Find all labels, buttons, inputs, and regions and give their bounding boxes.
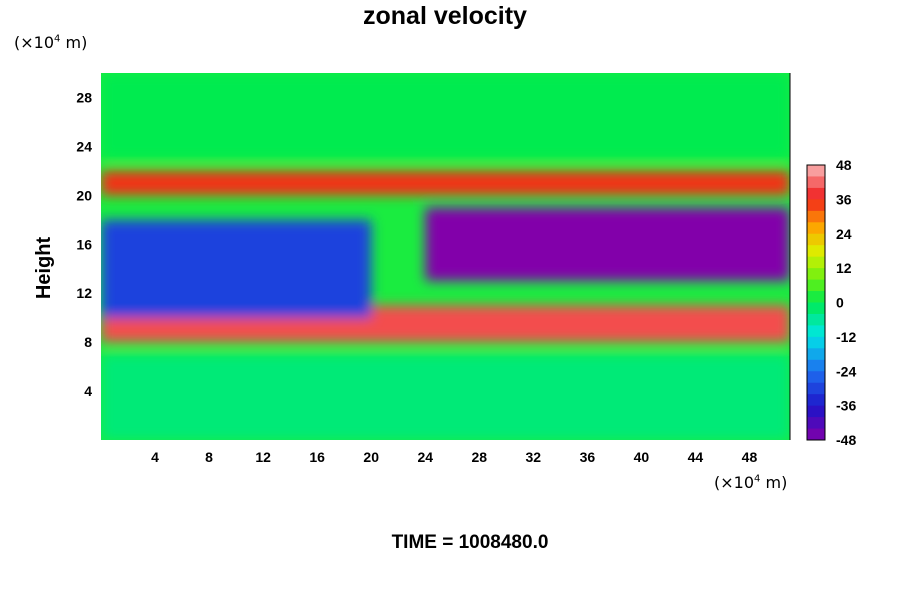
x-tick-label: 8	[205, 449, 213, 465]
colorbar-tick-label: -24	[836, 363, 856, 379]
x-tick-label: 12	[255, 449, 271, 465]
colorbar-segment	[807, 245, 825, 258]
colorbar-segment	[807, 222, 825, 235]
x-tick-label: 28	[471, 449, 487, 465]
colorbar-segment	[807, 348, 825, 361]
colorbar-segment	[807, 199, 825, 212]
colorbar-segment	[807, 405, 825, 418]
colorbar-segment	[807, 187, 825, 200]
time-label: TIME = 1008480.0	[391, 532, 549, 553]
colorbar-tick-label: 12	[836, 260, 852, 276]
x-tick-label: 16	[309, 449, 325, 465]
x-tick-label: 36	[580, 449, 596, 465]
colorbar-tick-label: -12	[836, 329, 856, 345]
colorbar-segment	[807, 359, 825, 372]
y-tick-label: 4	[84, 383, 92, 399]
colorbar-segment	[807, 302, 825, 315]
heatmap-feature-4	[101, 354, 790, 440]
x-tick-label: 48	[742, 449, 758, 465]
colorbar-segment	[807, 394, 825, 407]
chart-title: zonal velocity	[363, 2, 527, 30]
colorbar-segment	[807, 371, 825, 384]
y-axis-label: Height	[33, 237, 55, 300]
colorbar-segment	[807, 313, 825, 326]
colorbar-segment	[807, 291, 825, 303]
colorbar-segment	[807, 233, 825, 246]
x-tick-label: 4	[151, 449, 159, 465]
heatmap-feature-1	[101, 170, 790, 196]
heatmap-feature-5	[101, 73, 790, 159]
x-tick-label: 44	[688, 449, 704, 465]
y-tick-label: 28	[76, 89, 92, 105]
y-tick-label: 12	[76, 285, 92, 301]
y-tick-label: 16	[76, 236, 92, 252]
heatmap-feature-0	[425, 207, 790, 281]
heatmap-feature-3	[101, 219, 372, 318]
colorbar-segment	[807, 382, 825, 395]
colorbar-segment	[807, 165, 825, 177]
y-tick-label: 8	[84, 334, 92, 350]
y-unit-label: (×104 m)	[14, 33, 88, 52]
x-tick-label: 20	[363, 449, 379, 465]
colorbar-segment	[807, 279, 825, 292]
colorbar-tick-label: 48	[836, 157, 852, 173]
colorbar-segment	[807, 336, 825, 349]
colorbar-segment	[807, 268, 825, 281]
colorbar-segment	[807, 325, 825, 338]
colorbar-tick-label: -36	[836, 398, 856, 414]
colorbar-segment	[807, 256, 825, 269]
colorbar-segment	[807, 417, 825, 430]
y-tick-label: 24	[76, 138, 92, 154]
x-unit-label: (×104 m)	[714, 473, 788, 492]
colorbar-tick-label: 0	[836, 295, 844, 311]
colorbar-tick-label: 36	[836, 191, 852, 207]
colorbar-tick-label: 24	[836, 226, 852, 242]
x-tick-label: 32	[526, 449, 542, 465]
y-tick-label: 20	[76, 187, 92, 203]
colorbar-tick-label: -48	[836, 432, 856, 448]
x-tick-label: 40	[634, 449, 650, 465]
colorbar-segment	[807, 210, 825, 223]
x-tick-label: 24	[417, 449, 433, 465]
colorbar-segment	[807, 176, 825, 189]
colorbar-frame	[806, 164, 826, 441]
colorbar-segment	[807, 428, 825, 441]
